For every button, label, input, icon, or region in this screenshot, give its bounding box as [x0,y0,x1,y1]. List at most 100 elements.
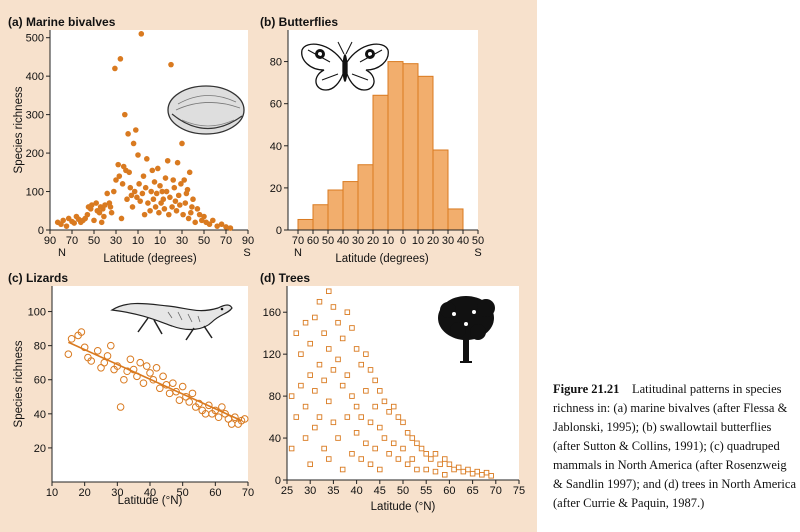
chart-c-point [133,372,141,381]
chart-d-point [358,456,364,462]
chart-d-x-tick-label: 40 [350,485,362,497]
chart-a-point [163,188,170,195]
chart-a-point [181,177,187,183]
chart-d-point [335,435,341,441]
chart-a-point [150,196,157,203]
chart-c-point [126,355,135,364]
chart-c-point [93,346,102,355]
chart-d-title: (d) Trees [260,271,310,285]
chart-a-point [116,173,123,179]
chart-d-point [390,440,397,447]
chart-d-point [395,456,402,462]
chart-d-point [409,456,416,462]
chart-b-bar [297,218,314,231]
chart-b-x-tick-label: 20 [427,235,439,247]
chart-a-point [151,179,158,185]
chart-d-point [302,403,309,410]
chart-a-point [96,209,103,216]
chart-d-y-tick-label: 0 [275,475,281,487]
chart-d-point [326,346,332,352]
chart-a-y-tick-label: 300 [26,110,44,122]
chart-a-point [170,177,176,183]
chart-d-x-tick-label: 75 [513,485,525,497]
chart-d-point [307,461,313,468]
chart-a-x-tick-label: 70 [66,235,78,247]
chart-b-y-tick-label: 80 [270,57,282,69]
chart-a-x-tick-label: 90 [242,235,254,247]
chart-a-point [218,221,225,228]
chart-a-x-tick-label: 10 [132,235,144,247]
chart-d-point [353,430,360,436]
chart-d-point [298,382,304,389]
chart-c-trend-line [68,341,242,422]
caption-text: Latitudinal patterns in species richness… [553,382,796,510]
chart-d-point [488,473,494,479]
chart-a-x-tick-label: 50 [88,235,100,247]
chart-d-point [437,461,443,468]
chart-c-point [87,357,95,365]
chart-a-x-tick-label: 50 [198,235,210,247]
chart-d-point [367,419,374,426]
chart-a-point [164,157,171,164]
chart-c-point [142,362,151,370]
chart-c-point [129,365,138,374]
chart-d-point [326,288,332,294]
chart-d-point [349,393,355,399]
chart-c-point [116,403,125,411]
chart-a-point [98,219,105,226]
chart-d-point [455,464,462,471]
chart-b-x-tick-label: 70 [292,235,304,247]
chart-d-point [307,372,313,378]
chart-d-point [344,309,351,315]
chart-b-bar [432,149,449,231]
chart-d-point [358,361,364,368]
chart-d-point [395,414,402,420]
chart-a-point [152,204,159,210]
chart-c-point [214,413,223,422]
chart-d-y-tick-label: 160 [263,307,281,319]
chart-d-point [353,346,360,352]
chart-d-point [372,403,378,410]
chart-c-point [152,364,161,372]
chart-d-point [377,388,383,394]
chart-d-point [381,435,388,441]
chart-a-point [180,211,186,218]
chart-c-point [240,415,249,423]
chart-c-point [113,362,122,370]
chart-a-point [107,204,114,210]
chart-a-point [133,127,139,133]
chart-a-point [128,192,135,199]
chart-d-point [377,424,383,431]
chart-a-title: (a) Marine bivalves [8,15,116,29]
chart-a-point [93,200,99,206]
chart-c-x-tick-label: 30 [111,487,123,499]
chart-a-point [124,196,130,203]
chart-a-point [149,167,156,174]
chart-b-bar [387,61,404,231]
chart-d-point [335,319,341,326]
chart-a-point [104,190,110,197]
chart-d-point [302,319,309,326]
caption-label: Figure 21.21 [553,382,620,396]
chart-d-point [312,314,318,321]
chart-a-point [182,200,189,206]
figure-charts: (a) Marine bivalves (b) Butterflies (c) … [8,15,525,513]
chart-c-x-tick-label: 70 [242,487,254,499]
chart-a-x-axis-label: Latitude (degrees) [103,253,197,265]
chart-d-x-tick-label: 30 [304,485,316,497]
chart-b-x-tick-label: 40 [457,235,469,247]
chart-a-y-axis-label: Species richness [13,86,25,173]
chart-d-point [386,409,392,415]
chart-c-point [205,401,213,410]
chart-c-point [149,375,158,384]
clam-shell-icon [167,85,245,135]
chart-d-point [358,414,364,420]
chart-d-point [474,468,480,475]
chart-a-point [141,211,148,218]
chart-c-point [103,352,112,360]
chart-b-y-tick-label: 60 [270,99,282,111]
chart-a-point [102,202,108,208]
chart-a-point [91,217,97,224]
chart-a-point [196,211,203,218]
chart-a-point [214,223,220,229]
